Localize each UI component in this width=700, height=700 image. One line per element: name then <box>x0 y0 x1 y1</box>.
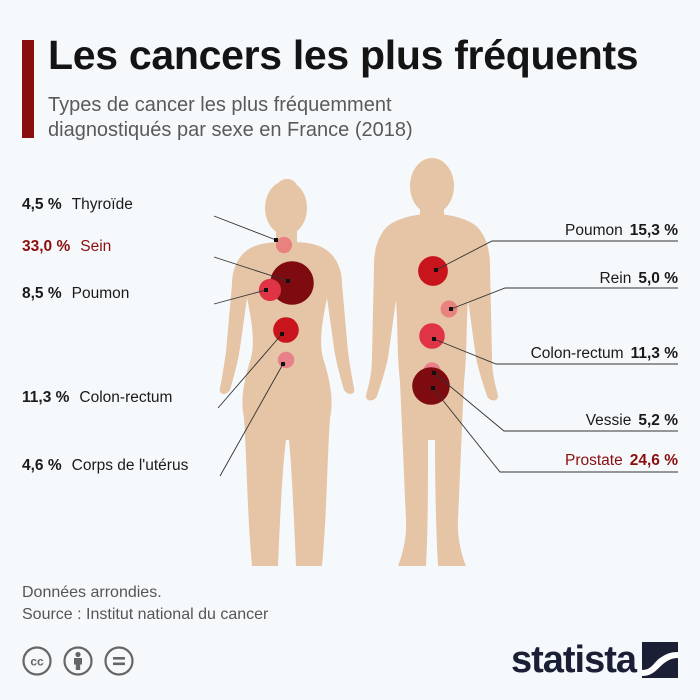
brand-name: statista <box>510 639 637 681</box>
value-text-hommes-poumon: 15,3 % <box>630 222 678 239</box>
leader-line-femmes-colon-rectum <box>217 333 283 409</box>
category-text-femmes-thyroide: Thyroïde <box>72 196 133 213</box>
data-label-femmes-sein: 33,0 % Sein <box>22 238 111 255</box>
leader-line-femmes-thyroide <box>213 215 277 241</box>
data-label-femmes-thyroide: 4,5 % Thyroïde <box>22 196 133 213</box>
leader-dot-femmes-colon-rectum <box>280 332 284 336</box>
bubble-femmes-sein <box>270 261 314 305</box>
male-silhouette <box>366 158 498 566</box>
leader-line-hommes-vessie <box>433 372 678 432</box>
footer-note: Données arrondies. <box>22 584 162 601</box>
leader-dot-hommes-poumon <box>434 268 438 272</box>
leader-line-hommes-prostate <box>432 387 678 473</box>
data-labels: 4,5 % Thyroïde 33,0 % Sein 8,5 % Poumon 11,3 %… <box>22 196 678 474</box>
leader-line-hommes-colon-rectum <box>433 338 678 365</box>
leader-dot-femmes-corps-de-l-uterus <box>281 362 285 366</box>
leader-lines <box>213 215 678 477</box>
title-accent-bar <box>22 40 34 138</box>
category-text-hommes-rein: Rein <box>599 270 631 287</box>
leader-line-hommes-poumon <box>435 240 678 271</box>
page-title: Les cancers les plus fréquents <box>48 32 639 78</box>
category-text-femmes-poumon: Poumon <box>72 285 130 302</box>
leader-dot-hommes-vessie <box>432 371 436 375</box>
footer-source: Source : Institut national du cancer <box>22 606 269 623</box>
data-label-hommes-colon-rectum: Colon-rectum 11,3 % <box>531 345 679 362</box>
leader-line-hommes-rein <box>450 287 678 310</box>
footer: Données arrondies. Source : Institut nat… <box>22 582 268 626</box>
value-text-femmes-corps-de-l-uterus: 4,6 % <box>22 457 62 474</box>
license-icons: cc <box>22 646 134 676</box>
value-text-femmes-colon-rectum: 11,3 % <box>22 389 70 406</box>
data-label-femmes-colon-rectum: 11,3 % Colon-rectum <box>22 389 172 406</box>
category-text-hommes-colon-rectum: Colon-rectum <box>531 345 624 362</box>
bubble-femmes-corps-de-l-uterus <box>277 351 295 369</box>
leader-dot-femmes-thyroide <box>274 238 278 242</box>
bubble-femmes-colon-rectum <box>273 317 299 343</box>
data-label-hommes-rein: Rein 5,0 % <box>599 270 678 287</box>
attribution-icon[interactable] <box>63 646 93 676</box>
leader-dot-hommes-colon-rectum <box>432 337 436 341</box>
value-text-femmes-sein: 33,0 % <box>22 238 70 255</box>
data-label-femmes-corps-de-l-uterus: 4,6 % Corps de l'utérus <box>22 457 189 474</box>
bubble-femmes-thyroide <box>275 236 293 254</box>
silhouettes <box>219 158 498 566</box>
leader-line-femmes-poumon <box>213 289 267 305</box>
data-label-hommes-poumon: Poumon 15,3 % <box>565 222 678 239</box>
statista-logo[interactable]: statista <box>511 640 678 680</box>
bubble-hommes-colon-rectum <box>419 323 445 349</box>
cc-icon[interactable]: cc <box>22 646 52 676</box>
bubble-femmes-poumon <box>258 278 282 302</box>
category-text-femmes-corps-de-l-uterus: Corps de l'utérus <box>72 457 189 474</box>
value-text-hommes-colon-rectum: 11,3 % <box>631 345 679 362</box>
leader-dot-hommes-rein <box>449 307 453 311</box>
value-text-hommes-vessie: 5,2 % <box>638 412 678 429</box>
category-text-hommes-poumon: Poumon <box>565 222 623 239</box>
data-label-hommes-prostate: Prostate 24,6 % <box>565 452 678 469</box>
data-label-femmes-poumon: 8,5 % Poumon <box>22 285 129 302</box>
statista-mark-icon <box>642 642 678 678</box>
value-text-femmes-poumon: 8,5 % <box>22 285 62 302</box>
data-label-hommes-vessie: Vessie 5,2 % <box>586 412 679 429</box>
no-derivatives-icon[interactable] <box>104 646 134 676</box>
leader-dot-hommes-prostate <box>431 386 435 390</box>
category-text-femmes-colon-rectum: Colon-rectum <box>79 389 172 406</box>
leader-line-femmes-sein <box>213 256 289 282</box>
page-subtitle: Types de cancer les plus fréquemment dia… <box>48 94 413 141</box>
leader-dot-femmes-poumon <box>264 288 268 292</box>
value-text-femmes-thyroide: 4,5 % <box>22 196 62 213</box>
value-text-hommes-prostate: 24,6 % <box>630 452 678 469</box>
leader-dot-femmes-sein <box>286 279 290 283</box>
category-text-hommes-vessie: Vessie <box>586 412 632 429</box>
category-text-hommes-prostate: Prostate <box>565 452 623 469</box>
category-text-femmes-sein: Sein <box>80 238 111 255</box>
bubble-hommes-poumon <box>418 256 448 286</box>
value-text-hommes-rein: 5,0 % <box>638 270 678 287</box>
svg-text:cc: cc <box>30 655 44 669</box>
leader-line-femmes-corps-de-l-uterus <box>219 363 284 477</box>
female-silhouette <box>219 179 355 566</box>
bubbles-layer <box>258 236 458 405</box>
